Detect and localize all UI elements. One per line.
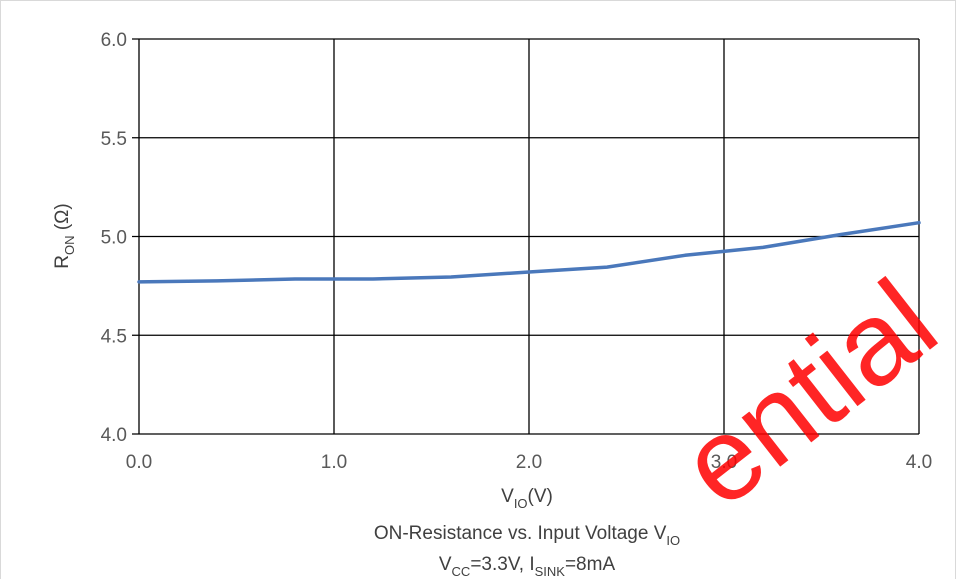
series-line — [137, 220, 921, 284]
x-axis-label: VIO(V) — [501, 486, 553, 511]
chart-title-line-1: ON-Resistance vs. Input Voltage VIO — [374, 523, 680, 548]
confidential-watermark: ential — [657, 255, 956, 533]
x-tick-label: 1.0 — [321, 452, 347, 473]
y-tick-label: 5.0 — [101, 228, 127, 249]
x-tick-label: 4.0 — [906, 452, 932, 473]
series-layer — [137, 220, 921, 284]
tick-labels: 4.0 4.5 5.0 5.5 6.0 0.0 1.0 2.0 3.0 4.0 — [101, 30, 933, 473]
grid-layer — [132, 38, 920, 435]
y-axis-label: RON (Ω) — [52, 203, 77, 268]
x-tick-label: 0.0 — [126, 452, 152, 473]
y-tick-label: 4.5 — [101, 326, 127, 347]
y-tick-label: 6.0 — [101, 30, 127, 51]
x-tick-label: 3.0 — [711, 452, 737, 473]
y-tick-label: 5.5 — [101, 129, 127, 150]
x-tick-label: 2.0 — [516, 452, 542, 473]
chart-title-line-2: VCC=3.3V, ISINK=8mA — [439, 554, 616, 579]
y-tick-label: 4.0 — [101, 425, 127, 446]
